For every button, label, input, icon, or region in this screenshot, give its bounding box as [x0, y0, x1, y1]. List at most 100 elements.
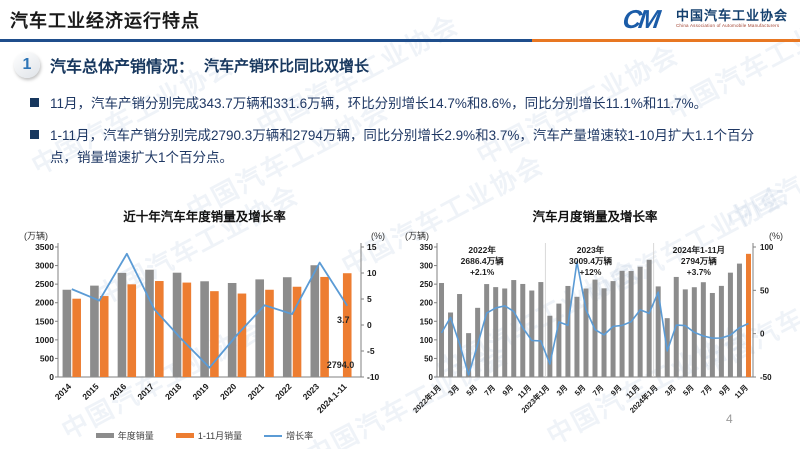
svg-text:300: 300	[420, 262, 434, 271]
bullet-text: 11月，汽车产销分别完成343.7万辆和331.6万辆，环比分别增长14.7%和…	[50, 96, 708, 111]
svg-text:50: 50	[760, 286, 769, 295]
svg-text:0: 0	[367, 320, 372, 330]
caam-logo-icon: CM	[621, 4, 664, 34]
svg-text:50: 50	[424, 354, 433, 363]
svg-text:10: 10	[367, 268, 377, 278]
svg-text:3月: 3月	[555, 383, 570, 398]
svg-text:11月: 11月	[733, 383, 750, 400]
svg-text:2017: 2017	[135, 381, 156, 402]
annual-chart-canvas: (万辆) (%) 0 500 1000 1500 2000 2500 3000 3500 -10 -5…	[24, 230, 385, 415]
svg-text:5月: 5月	[464, 383, 479, 398]
svg-text:250: 250	[420, 280, 434, 289]
svg-text:7月: 7月	[482, 383, 497, 398]
svg-text:-50: -50	[760, 373, 772, 382]
legend-item-annual: 年度销量	[95, 429, 154, 442]
svg-text:2022年: 2022年	[468, 245, 496, 255]
svg-text:+12%: +12%	[579, 267, 601, 277]
svg-text:350: 350	[420, 243, 434, 252]
svg-text:2022: 2022	[273, 381, 294, 402]
svg-text:15: 15	[367, 242, 377, 252]
legend-label: 年度销量	[117, 431, 154, 441]
monthly-sales-chart: 汽车月度销量及增长率 (万辆) (%) 0 50 100 150 200 250 300 350 1…	[405, 206, 785, 427]
svg-text:9月: 9月	[717, 383, 732, 398]
svg-text:7月: 7月	[699, 383, 714, 398]
svg-text:2019: 2019	[190, 381, 211, 402]
svg-text:7月: 7月	[591, 383, 606, 398]
svg-text:2021: 2021	[246, 381, 267, 402]
svg-text:-5: -5	[367, 346, 375, 356]
svg-text:+2.1%: +2.1%	[470, 267, 495, 277]
svg-text:+3.7%: +3.7%	[687, 267, 712, 277]
svg-text:2016: 2016	[108, 381, 129, 402]
svg-text:CM: CM	[621, 4, 664, 34]
org-logo: CM 中国汽车工业协会 China Association of Automob…	[621, 4, 788, 34]
blue-line-swatch-icon	[264, 434, 283, 437]
legend-label: 增长率	[286, 431, 314, 441]
bullet-text: 1-11月，汽车产销分别完成2790.3万辆和2794万辆，同比分别增长2.9%…	[50, 128, 755, 165]
svg-text:200: 200	[420, 299, 434, 308]
svg-text:(万辆): (万辆)	[24, 230, 48, 241]
svg-text:5月: 5月	[681, 383, 696, 398]
svg-text:2794万辆: 2794万辆	[681, 256, 717, 266]
svg-text:3009.4万辆: 3009.4万辆	[569, 256, 612, 266]
svg-text:2686.4万辆: 2686.4万辆	[461, 256, 504, 266]
svg-text:500: 500	[40, 353, 54, 363]
legend-label: 1-11月销量	[197, 431, 243, 441]
svg-text:0: 0	[429, 373, 434, 382]
page-title: 汽车工业经济运行特点	[10, 11, 200, 31]
bullet-list: 11月，汽车产销分别完成343.7万辆和331.6万辆，环比分别增长14.7%和…	[30, 93, 775, 179]
section-header: 1 汽车总体产销情况： 汽车产销环比同比双增长	[14, 52, 369, 78]
svg-text:1000: 1000	[35, 335, 54, 345]
header-divider	[0, 39, 800, 42]
svg-text:2794.0: 2794.0	[327, 360, 355, 370]
divider-orange-segment	[532, 39, 800, 42]
svg-text:2000: 2000	[35, 298, 54, 308]
header: 汽车工业经济运行特点 CM 中国汽车工业协会 China Association…	[0, 0, 800, 40]
annual-chart-legend: 年度销量 1-11月销量 增长率	[22, 429, 387, 442]
section-title: 汽车总体产销情况：	[50, 59, 195, 76]
svg-text:0: 0	[760, 330, 765, 339]
svg-text:(%): (%)	[769, 231, 783, 241]
svg-text:2500: 2500	[35, 279, 54, 289]
bullet-item: 11月，汽车产销分别完成343.7万辆和331.6万辆，环比分别增长14.7%和…	[30, 93, 775, 114]
svg-text:2024.1-11: 2024.1-11	[315, 381, 349, 415]
section-subtitle: 汽车产销环比同比双增长	[204, 57, 370, 75]
page-number: 4	[726, 412, 733, 426]
legend-item-growth: 增长率	[264, 429, 313, 442]
svg-text:100: 100	[420, 336, 434, 345]
svg-text:9月: 9月	[609, 383, 624, 398]
monthly-chart-title: 汽车月度销量及增长率	[532, 210, 658, 224]
svg-text:3500: 3500	[35, 242, 54, 252]
svg-text:(万辆): (万辆)	[405, 230, 429, 241]
svg-text:150: 150	[420, 317, 434, 326]
svg-text:100: 100	[760, 243, 774, 252]
svg-text:2022年1月: 2022年1月	[411, 382, 443, 414]
annual-chart-title: 近十年汽车年度销量及增长率	[123, 210, 286, 224]
monthly-chart-canvas: (万辆) (%) 0 50 100 150 200 250 300 350 100 50 0 -50 202…	[405, 230, 783, 415]
gray-bar-swatch-icon	[95, 433, 114, 438]
svg-text:2023年: 2023年	[577, 245, 605, 255]
svg-text:-10: -10	[367, 372, 380, 382]
svg-text:3.7: 3.7	[337, 315, 350, 325]
svg-text:5: 5	[367, 294, 372, 304]
svg-text:2024年1-11月: 2024年1-11月	[673, 245, 725, 255]
svg-text:3月: 3月	[663, 383, 678, 398]
svg-text:(%): (%)	[371, 231, 385, 241]
svg-text:5月: 5月	[573, 383, 588, 398]
svg-text:2018: 2018	[163, 381, 184, 402]
divider-blue-segment	[0, 39, 532, 42]
section-number-badge: 1	[14, 52, 40, 78]
legend-item-jan-nov: 1-11月销量	[175, 429, 243, 442]
bullet-square-icon	[30, 130, 39, 140]
org-name-cn: 中国汽车工业协会	[675, 8, 788, 23]
svg-text:2023: 2023	[301, 381, 322, 402]
svg-text:3000: 3000	[35, 261, 54, 271]
org-name-en: China Association of Automobile Manufact…	[675, 23, 780, 28]
bullet-item: 1-11月，汽车产销分别完成2790.3万辆和2794万辆，同比分别增长2.9%…	[30, 125, 775, 168]
svg-text:3月: 3月	[446, 383, 461, 398]
svg-text:1500: 1500	[35, 316, 54, 326]
svg-text:2020: 2020	[218, 381, 239, 402]
svg-text:0: 0	[49, 372, 54, 382]
org-logo-text: 中国汽车工业协会 China Association of Automobile…	[676, 9, 788, 29]
